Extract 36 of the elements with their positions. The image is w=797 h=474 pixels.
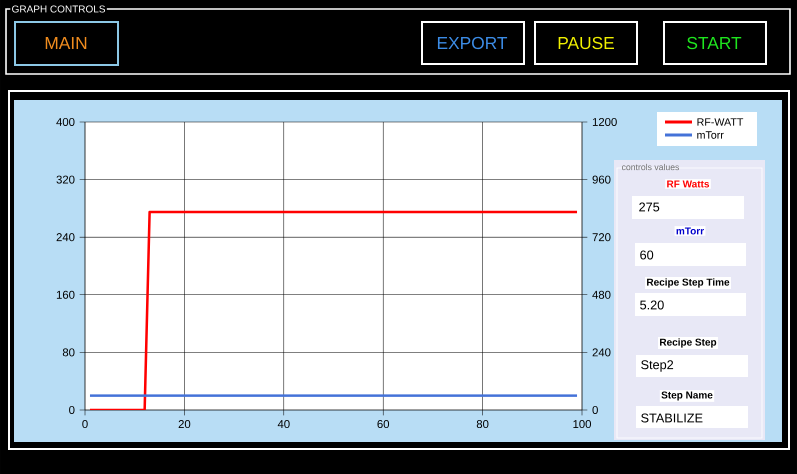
x-tick-label: 20 [178, 420, 190, 428]
x-tick-label: 0 [82, 420, 88, 428]
y-tick-label: 0 [69, 406, 75, 414]
text: STABILIZE [641, 414, 702, 422]
y-tick-label: 400 [56, 118, 75, 126]
x-tick-label: 60 [377, 420, 390, 428]
text: 275 [639, 202, 660, 212]
y-tick-label: 160 [56, 290, 75, 299]
text: controls values [622, 164, 680, 170]
text: START [687, 36, 742, 50]
y-tick-label: 80 [62, 348, 75, 356]
x-tick-label: 80 [476, 420, 488, 428]
text: Recipe Step Time [647, 278, 730, 288]
y-tick-label: 240 [56, 233, 75, 242]
text: 60 [640, 250, 654, 260]
text: Step Name [661, 391, 712, 401]
x-tick-label: 100 [573, 420, 591, 428]
y2-tick-label: 240 [592, 348, 610, 356]
text: Step2 [641, 360, 674, 372]
text: mTorr [676, 228, 704, 234]
text: RF Watts [667, 180, 710, 188]
y-tick-label: 320 [56, 176, 75, 184]
text: 5.20 [640, 300, 664, 310]
text: EXPORT [438, 36, 508, 50]
text: MAIN [46, 37, 86, 49]
text: PAUSE [558, 36, 614, 50]
y2-tick-label: 720 [592, 233, 610, 242]
legend-label: RF-WATT [697, 118, 744, 126]
y2-tick-label: 480 [592, 290, 610, 299]
y2-tick-label: 960 [592, 176, 610, 184]
text: GRAPH CONTROLS [12, 5, 106, 13]
legend-label: mTorr [697, 131, 724, 139]
text: Recipe Step [660, 338, 716, 348]
y2-tick-label: 1200 [592, 118, 617, 126]
y2-tick-label: 0 [592, 406, 598, 414]
x-tick-label: 40 [278, 420, 290, 428]
